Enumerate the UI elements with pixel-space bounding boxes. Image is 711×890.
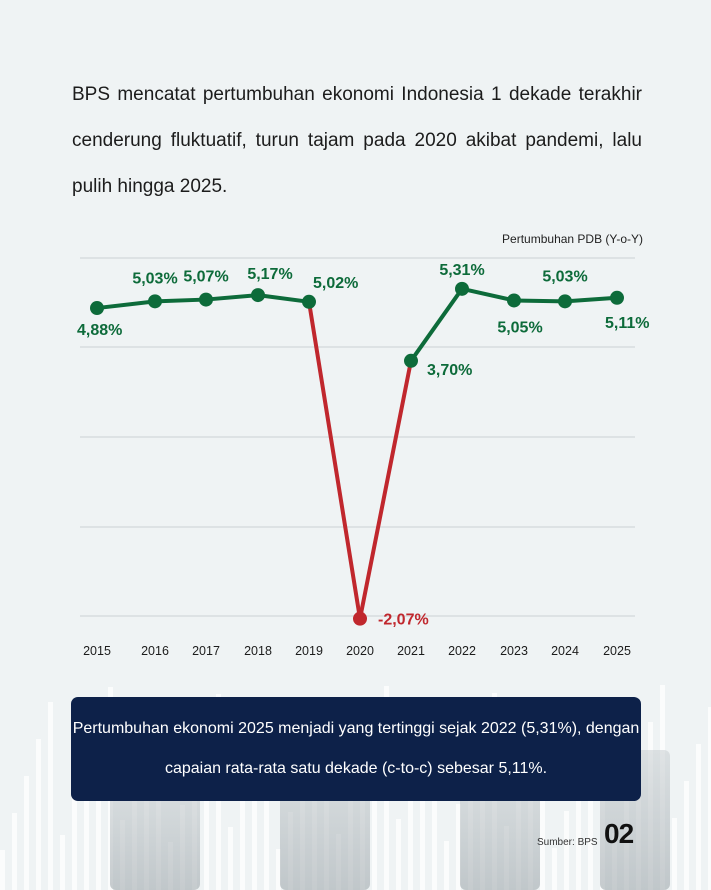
data-label: 4,88% [77,322,122,339]
decorative-bar [552,848,557,890]
x-tick-label: 2023 [500,644,528,658]
decorative-bar [36,739,41,890]
summary-callout: Pertumbuhan ekonomi 2025 menjadi yang te… [71,697,641,801]
decorative-bar [420,745,425,890]
decorative-bar [276,849,281,890]
line-segment [563,295,619,304]
x-tick-label: 2025 [603,644,631,658]
x-tick-label: 2016 [141,644,169,658]
decorative-bar [72,798,77,890]
line-segment [460,286,516,303]
decorative-bar [240,790,245,890]
decorative-bar [396,819,401,890]
decorative-bar [204,731,209,890]
data-label: 5,05% [497,319,542,336]
decorative-bar [540,715,545,890]
x-tick-label: 2020 [346,644,374,658]
data-label: 5,31% [439,262,484,279]
decorative-bar [588,737,593,890]
data-point [302,294,316,309]
data-point [507,293,521,308]
line-segment [204,293,260,302]
line-segment [358,358,413,621]
data-point [148,294,162,309]
decorative-bar [708,707,711,890]
decorative-bar [24,776,29,890]
decorative-bar [684,781,689,890]
y-axis-label: Pertumbuhan PDB (Y-o-Y) [502,232,643,246]
data-label: -2,07% [378,612,429,629]
line-segment [512,298,567,304]
line-segment [256,293,311,304]
line-segment [95,299,157,311]
x-tick-label: 2024 [551,644,579,658]
x-tick-label: 2019 [295,644,323,658]
decorative-bar [252,753,257,890]
data-label: 5,07% [183,269,228,286]
decorative-bar [96,724,101,890]
decorative-bar [48,702,53,890]
decorative-bar [60,835,65,890]
data-point [610,290,624,305]
decorative-bar [228,827,233,890]
data-label: 5,03% [542,268,587,285]
decorative-bar [408,782,413,890]
line-segment [409,286,464,363]
data-point [90,301,104,316]
data-point [404,353,418,368]
data-label: 5,03% [132,270,177,287]
decorative-bar [372,723,377,890]
decorative-bar [84,761,89,890]
data-label: 5,17% [247,266,292,283]
data-label: 5,02% [313,275,358,292]
intro-text: BPS mencatat pertumbuhan ekonomi Indones… [72,84,642,197]
page-number: 02 [604,818,634,849]
x-tick-label: 2015 [83,644,111,658]
line-segment [307,299,362,621]
source-label: Sumber: BPS [537,837,598,848]
data-point [558,294,572,309]
data-point [251,288,265,303]
decorative-bar [264,716,269,890]
decorative-bar [564,811,569,890]
line-segment [153,297,208,304]
data-point [353,611,367,626]
data-point [199,292,213,307]
decorative-bar [672,818,677,890]
decorative-bar [696,744,701,890]
decorative-bar [0,850,5,890]
data-label: 5,11% [605,315,649,332]
decorative-bar [12,813,17,890]
decorative-bar [444,841,449,890]
decorative-bar [576,774,581,890]
decorative-bar [456,804,461,890]
x-tick-label: 2022 [448,644,476,658]
data-point [455,281,469,296]
x-tick-label: 2017 [192,644,220,658]
x-tick-label: 2018 [244,644,272,658]
data-label: 3,70% [427,362,472,379]
x-tick-label: 2021 [397,644,425,658]
